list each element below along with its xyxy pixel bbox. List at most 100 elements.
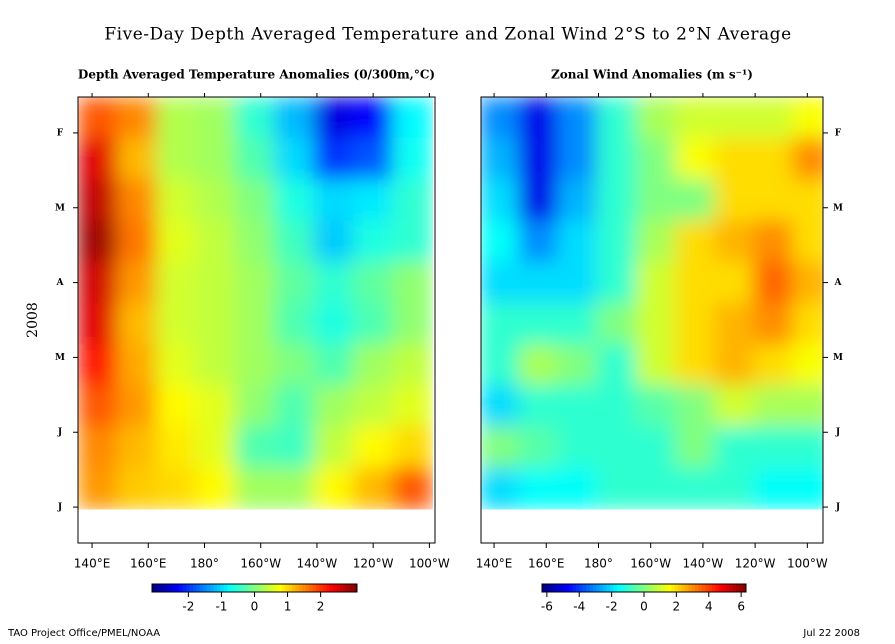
cell (392, 220, 433, 263)
colorbar-tick-label: 2 (317, 600, 325, 614)
cell (596, 343, 637, 386)
y-axis-label: 2008 (25, 302, 41, 338)
colorbar-step (285, 584, 290, 592)
cell (792, 343, 823, 386)
colorbar-step (346, 584, 351, 592)
cell (274, 220, 315, 263)
colorbar-step (203, 584, 208, 592)
footer-credit: TAO Project Office/PMEL/NOAA (7, 628, 160, 639)
cell (518, 97, 559, 140)
cell (116, 467, 158, 510)
colorbar-step (264, 584, 269, 592)
cell (635, 179, 676, 222)
colorbar-tick-label: -6 (541, 600, 553, 614)
cell (753, 261, 794, 304)
cell (234, 138, 276, 181)
colorbar-step (576, 584, 580, 592)
colorbar-step (545, 584, 550, 592)
cell (195, 343, 236, 386)
y-tick-label: J (835, 503, 840, 513)
colorbar-step (189, 584, 194, 592)
cell (481, 220, 520, 263)
y-tick-label: F (835, 128, 842, 138)
cell (313, 179, 354, 222)
colorbar-tick-label: 0 (640, 600, 648, 614)
colorbar-tick-label: 2 (673, 600, 681, 614)
cell (313, 302, 354, 345)
colorbar-step (742, 584, 747, 592)
cell (557, 220, 598, 263)
cell (557, 138, 598, 181)
colorbar-step (661, 584, 665, 592)
field-clip (78, 97, 433, 510)
cell (78, 220, 118, 263)
cell (156, 467, 197, 510)
panel-title: Depth Averaged Temperature Anomalies (0/… (78, 68, 435, 82)
cell (195, 138, 236, 181)
cell (753, 467, 794, 510)
colorbar-step (343, 584, 348, 592)
cell (792, 467, 823, 510)
colorbar-step (599, 584, 604, 592)
colorbar-step (302, 584, 307, 592)
cell (481, 97, 520, 140)
cell (195, 220, 236, 263)
cell (116, 97, 158, 140)
cell (714, 426, 755, 469)
cell (234, 220, 276, 263)
cell (714, 220, 755, 263)
colorbar-step (268, 584, 273, 592)
cell (518, 179, 559, 222)
cell (635, 426, 676, 469)
cell (792, 261, 823, 304)
colorbar-step (172, 584, 177, 592)
cell (635, 220, 676, 263)
x-tick-label: 120°W (353, 557, 394, 571)
y-tick-label: M (55, 353, 65, 363)
cell (116, 384, 158, 428)
colorbar-step (654, 584, 659, 592)
cell (792, 302, 823, 345)
colorbar-step (305, 584, 310, 592)
colorbar-tick-label: -1 (215, 600, 227, 614)
colorbar-tick-label: 4 (705, 600, 713, 614)
y-tick-label: M (833, 203, 843, 213)
cell (234, 302, 276, 345)
x-tick-label: 180° (190, 557, 219, 571)
colorbar-step (169, 584, 173, 592)
cell (116, 220, 158, 263)
cell (116, 261, 158, 304)
colorbar-step (234, 584, 238, 592)
colorbar-step (637, 584, 642, 592)
cell (78, 179, 118, 222)
footer-date: Jul 22 2008 (802, 628, 860, 639)
colorbar-step (620, 584, 625, 592)
cell (116, 426, 158, 469)
cell (392, 179, 433, 222)
cell (313, 220, 354, 263)
cell (792, 97, 823, 140)
cell (481, 426, 520, 469)
y-tick-label: J (57, 428, 62, 438)
colorbar-step (333, 584, 337, 592)
cell (78, 261, 118, 304)
colorbar-step (227, 584, 232, 592)
cell (518, 343, 559, 386)
colorbar-step (623, 584, 628, 592)
colorbar-step (555, 584, 560, 592)
cell (557, 302, 598, 345)
y-tick-label: F (57, 128, 64, 138)
cell (518, 467, 559, 510)
colorbar-step (650, 584, 655, 592)
cell (596, 261, 637, 304)
colorbar-step (165, 584, 170, 592)
cell (313, 261, 354, 304)
colorbar-step (674, 584, 679, 592)
cell (557, 261, 598, 304)
colorbar-step (152, 584, 156, 592)
cell (274, 97, 315, 140)
cell (156, 97, 197, 140)
cell (635, 343, 676, 386)
cell (313, 467, 354, 510)
